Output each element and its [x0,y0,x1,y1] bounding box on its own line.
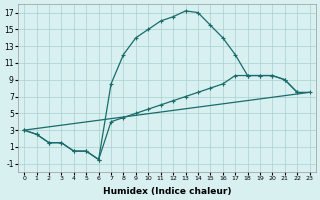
X-axis label: Humidex (Indice chaleur): Humidex (Indice chaleur) [103,187,231,196]
